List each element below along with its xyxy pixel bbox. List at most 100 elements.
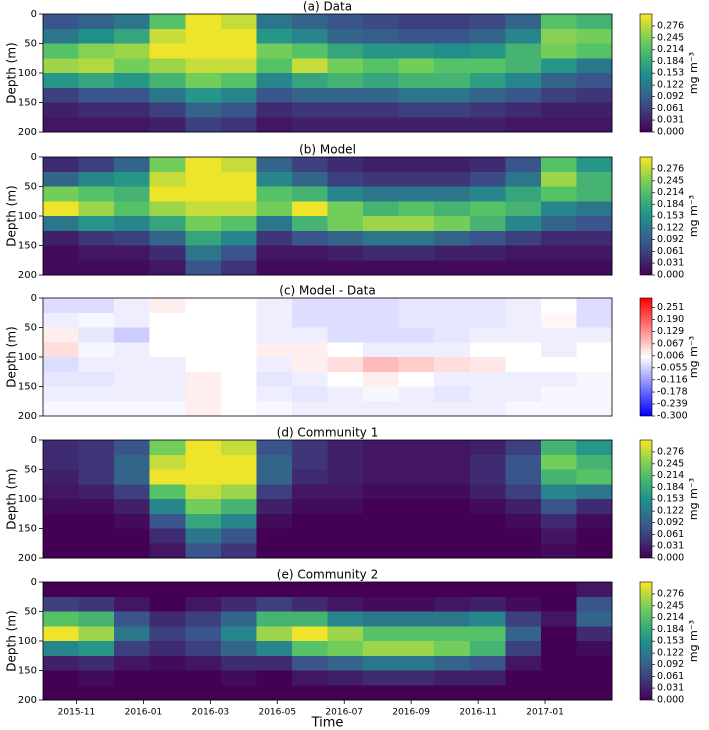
heatmap-cell	[185, 484, 222, 500]
heatmap-cell	[398, 43, 435, 59]
heatmap-cell	[327, 582, 364, 598]
heatmap-cell	[78, 58, 115, 74]
y-tick-label: 50	[24, 465, 37, 476]
heatmap-cell	[469, 685, 506, 701]
colorbar-tick-label: 0.276	[657, 588, 684, 599]
heatmap-cell	[220, 371, 257, 388]
heatmap-cell	[327, 117, 364, 133]
heatmap-cell	[363, 641, 400, 657]
heatmap-cell	[327, 245, 364, 261]
panel-title: (b) Model	[299, 143, 356, 157]
heatmap-cell	[398, 327, 435, 343]
heatmap-cell	[576, 626, 613, 642]
heatmap-cell	[220, 73, 257, 89]
heatmap-cell	[43, 582, 80, 598]
heatmap-cell	[434, 655, 471, 672]
heatmap-cell	[576, 611, 613, 627]
heatmap-cell	[43, 543, 80, 559]
heatmap-cell	[220, 87, 257, 104]
heatmap-cell	[114, 102, 151, 118]
heatmap-cell	[327, 171, 364, 188]
heatmap-cell	[185, 186, 222, 202]
heatmap-cell	[220, 611, 257, 627]
heatmap-cell	[363, 611, 400, 627]
heatmap-cell	[43, 201, 80, 217]
heatmap-cell	[256, 28, 293, 45]
heatmap-cell	[185, 371, 222, 388]
heatmap-cell	[434, 28, 471, 45]
colorbar	[639, 439, 653, 559]
heatmap-cell	[576, 230, 613, 247]
heatmap-cell	[434, 342, 471, 358]
heatmap-cell	[363, 157, 400, 173]
colorbar-tick-label: 0.184	[657, 482, 684, 493]
heatmap-cell	[398, 342, 435, 358]
heatmap-cell	[576, 245, 613, 261]
heatmap-cell	[114, 43, 151, 59]
heatmap-cell	[78, 611, 115, 627]
heatmap-cell	[327, 327, 364, 343]
heatmap-cell	[540, 43, 578, 59]
heatmap-cell	[434, 543, 471, 559]
heatmap-cell	[434, 454, 471, 471]
colorbar-tick-label: 0.122	[657, 506, 684, 517]
colorbar-tick-label: -0.055	[657, 362, 688, 373]
heatmap-cell	[363, 543, 400, 559]
heatmap-cell	[185, 28, 222, 45]
heatmap-cell	[363, 171, 400, 188]
heatmap-cell	[43, 513, 80, 530]
heatmap-cell	[43, 469, 80, 485]
colorbar-tick-label: 0.061	[657, 529, 684, 540]
heatmap-cell	[398, 14, 435, 30]
colorbar-tick-label: 0.000	[657, 127, 684, 138]
heatmap-cell	[398, 298, 435, 314]
heatmap-cell	[220, 298, 257, 314]
heatmap-cell	[256, 655, 293, 672]
heatmap-cell	[327, 499, 364, 515]
heatmap-cell	[114, 670, 151, 686]
heatmap-cell	[291, 386, 329, 402]
panel-title: (a) Data	[303, 0, 352, 14]
heatmap-cell	[398, 386, 435, 402]
heatmap-cell	[505, 611, 542, 627]
heatmap-cell	[469, 43, 506, 59]
heatmap-cell	[434, 171, 471, 188]
heatmap-cell	[363, 28, 400, 45]
colorbar	[639, 297, 653, 417]
heatmap-cell	[363, 117, 400, 133]
heatmap-cell	[576, 298, 613, 314]
heatmap-cell	[291, 342, 329, 358]
heatmap-cell	[43, 670, 80, 686]
colorbar-tick-label: 0.092	[657, 91, 684, 102]
heatmap-cell	[469, 401, 506, 417]
heatmap-cell	[398, 685, 435, 701]
heatmap-cell	[185, 528, 222, 544]
heatmap-cell	[469, 543, 506, 559]
heatmap-cell	[43, 499, 80, 515]
heatmap-cell	[185, 626, 222, 642]
heatmap-cell	[291, 201, 329, 217]
heatmap-cell	[43, 685, 80, 701]
heatmap-cell	[114, 386, 151, 402]
colorbar-tick-label: 0.245	[657, 32, 684, 43]
heatmap-cell	[149, 342, 186, 358]
heatmap-cell	[363, 386, 400, 402]
heatmap-cell	[505, 73, 542, 89]
heatmap-cell	[43, 641, 80, 657]
heatmap-cell	[505, 201, 542, 217]
heatmap-cell	[576, 43, 613, 59]
heatmap-cell	[220, 357, 257, 373]
heatmap-cell	[398, 87, 435, 104]
heatmap-cell	[576, 513, 613, 530]
heatmap-cell	[540, 73, 578, 89]
colorbar-tick-label: -0.239	[657, 399, 688, 410]
heatmap-cell	[363, 87, 400, 104]
heatmap-cell	[256, 186, 293, 202]
heatmap-cell	[256, 440, 293, 456]
heatmap-cell	[291, 327, 329, 343]
heatmap-cell	[185, 43, 222, 59]
heatmap-cell	[576, 454, 613, 471]
heatmap-cell	[291, 58, 329, 74]
heatmap-cell	[256, 342, 293, 358]
heatmap-cell	[43, 312, 80, 329]
